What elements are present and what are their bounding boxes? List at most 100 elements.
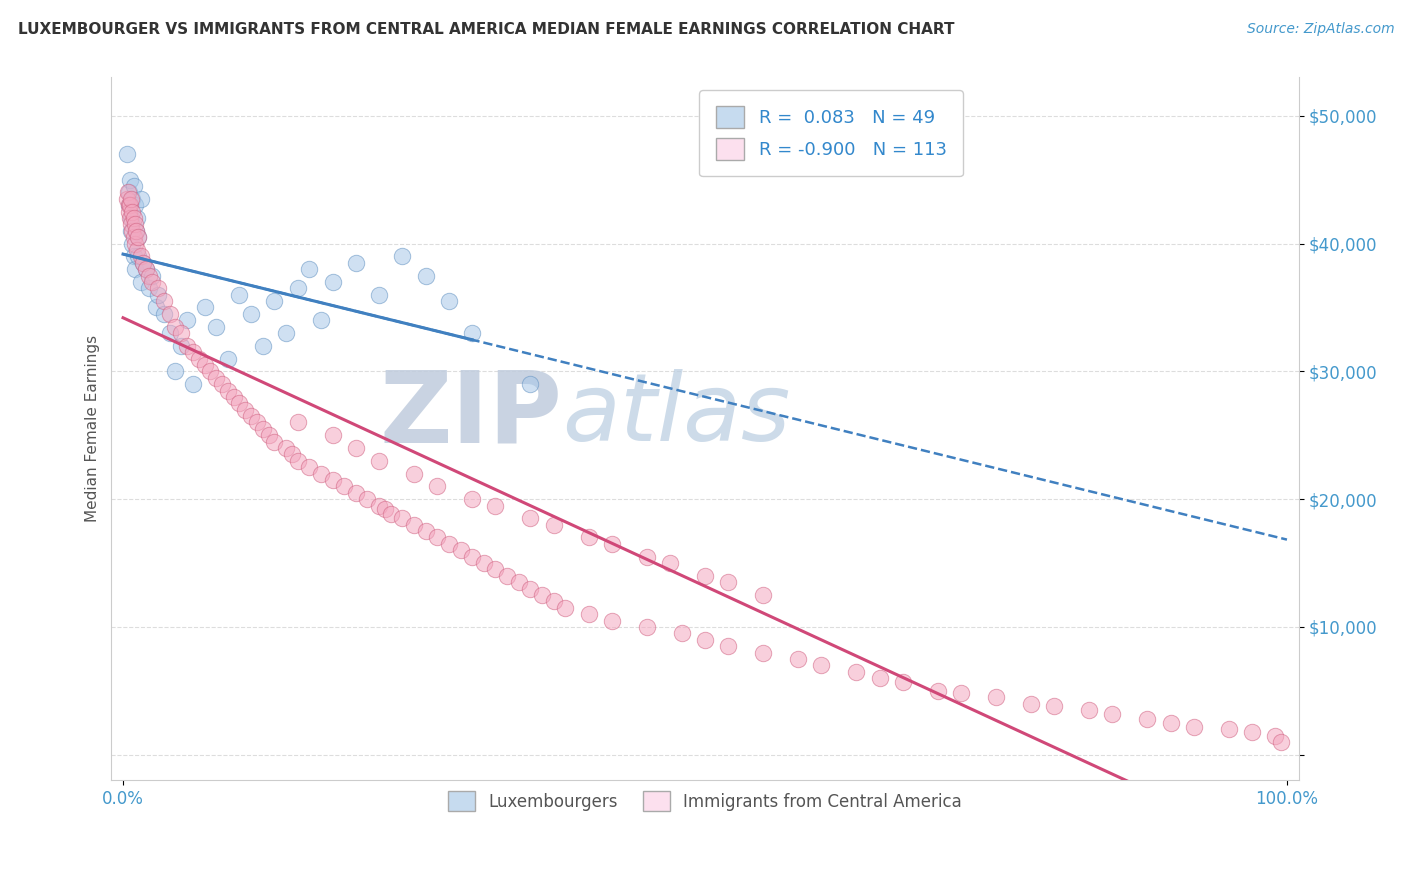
Point: [132, 256, 155, 270]
Point: [121, 224, 143, 238]
Point: [1182, 720, 1205, 734]
Point: [200, 364, 222, 378]
Point: [461, 549, 484, 564]
Point: [374, 502, 396, 516]
Point: [693, 632, 716, 647]
Point: [1240, 724, 1263, 739]
Point: [138, 281, 160, 295]
Point: [1160, 715, 1182, 730]
Point: [120, 218, 142, 232]
Point: [402, 467, 425, 481]
Point: [1270, 735, 1292, 749]
Point: [531, 588, 554, 602]
Point: [333, 479, 356, 493]
Point: [810, 658, 832, 673]
Point: [122, 230, 145, 244]
Point: [211, 377, 233, 392]
Point: [402, 517, 425, 532]
Point: [118, 172, 141, 186]
Point: [222, 390, 245, 404]
Point: [287, 281, 309, 295]
Point: [636, 620, 658, 634]
Point: [461, 326, 484, 340]
Point: [554, 600, 576, 615]
Point: [118, 198, 141, 212]
Point: [121, 204, 143, 219]
Point: [344, 485, 367, 500]
Point: [120, 211, 142, 225]
Point: [322, 275, 344, 289]
Point: [124, 262, 146, 277]
Point: [146, 287, 169, 301]
Point: [891, 674, 914, 689]
Y-axis label: Median Female Earnings: Median Female Earnings: [86, 335, 100, 523]
Point: [141, 275, 163, 289]
Point: [437, 537, 460, 551]
Point: [122, 249, 145, 263]
Point: [368, 287, 391, 301]
Point: [141, 268, 163, 283]
Point: [717, 575, 740, 590]
Point: [578, 607, 600, 622]
Point: [263, 294, 285, 309]
Point: [135, 262, 157, 277]
Point: [415, 268, 437, 283]
Point: [1264, 729, 1286, 743]
Point: [263, 434, 285, 449]
Point: [950, 686, 973, 700]
Point: [519, 582, 541, 596]
Point: [752, 646, 775, 660]
Point: [129, 249, 152, 263]
Point: [124, 218, 146, 232]
Point: [659, 556, 682, 570]
Point: [368, 454, 391, 468]
Point: [118, 198, 141, 212]
Point: [450, 543, 472, 558]
Point: [124, 198, 146, 212]
Point: [205, 370, 228, 384]
Point: [600, 537, 623, 551]
Point: [124, 236, 146, 251]
Point: [298, 262, 321, 277]
Point: [135, 262, 157, 277]
Point: [129, 192, 152, 206]
Point: [519, 377, 541, 392]
Point: [252, 339, 274, 353]
Point: [127, 249, 149, 263]
Point: [181, 345, 204, 359]
Point: [181, 377, 204, 392]
Point: [246, 416, 269, 430]
Point: [118, 211, 141, 225]
Point: [543, 594, 565, 608]
Point: [693, 569, 716, 583]
Point: [118, 198, 141, 212]
Point: [671, 626, 693, 640]
Point: [118, 204, 141, 219]
Point: [240, 409, 263, 423]
Point: [122, 179, 145, 194]
Point: [117, 186, 139, 200]
Point: [496, 569, 519, 583]
Point: [127, 230, 149, 244]
Point: [132, 256, 155, 270]
Text: atlas: atlas: [562, 369, 790, 460]
Point: [152, 294, 174, 309]
Point: [146, 281, 169, 295]
Point: [472, 556, 495, 570]
Point: [380, 508, 402, 522]
Point: [193, 301, 215, 315]
Point: [165, 364, 187, 378]
Point: [125, 243, 148, 257]
Point: [125, 224, 148, 238]
Point: [426, 531, 449, 545]
Point: [287, 416, 309, 430]
Point: [129, 275, 152, 289]
Point: [600, 614, 623, 628]
Point: [176, 313, 198, 327]
Point: [176, 339, 198, 353]
Point: [228, 287, 250, 301]
Point: [127, 230, 149, 244]
Point: [309, 313, 332, 327]
Legend: Luxembourgers, Immigrants from Central America: Luxembourgers, Immigrants from Central A…: [434, 778, 974, 825]
Text: LUXEMBOURGER VS IMMIGRANTS FROM CENTRAL AMERICA MEDIAN FEMALE EARNINGS CORRELATI: LUXEMBOURGER VS IMMIGRANTS FROM CENTRAL …: [18, 22, 955, 37]
